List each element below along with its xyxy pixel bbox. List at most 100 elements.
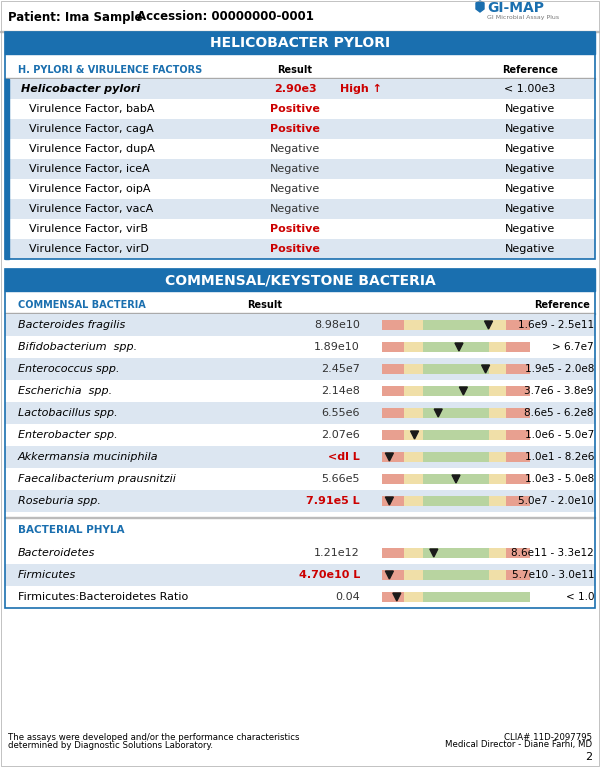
Bar	[424, 387, 488, 396]
Bar	[424, 453, 488, 462]
Text: Enterococcus spp.: Enterococcus spp.	[18, 364, 119, 374]
Bar	[424, 548, 488, 558]
Bar	[404, 496, 424, 505]
Text: Result: Result	[248, 300, 283, 310]
Text: 5.7e10 - 3.0e11: 5.7e10 - 3.0e11	[511, 570, 594, 580]
Bar	[5, 586, 595, 608]
Bar	[5, 32, 595, 54]
Polygon shape	[385, 453, 394, 461]
Bar	[9, 199, 595, 219]
Text: Result: Result	[277, 65, 313, 75]
Bar	[5, 269, 595, 291]
Polygon shape	[485, 321, 493, 329]
Text: 1.21e12: 1.21e12	[314, 548, 360, 558]
Text: > 6.7e7: > 6.7e7	[553, 342, 594, 352]
Bar	[382, 474, 404, 484]
Text: Virulence Factor, cagA: Virulence Factor, cagA	[29, 124, 154, 134]
Bar	[506, 453, 530, 462]
Text: 3.7e6 - 3.8e9: 3.7e6 - 3.8e9	[524, 386, 594, 396]
Bar	[424, 342, 488, 351]
Text: Positive: Positive	[270, 224, 320, 234]
Bar	[506, 342, 530, 351]
Bar	[506, 408, 530, 417]
Bar	[9, 179, 595, 199]
Bar	[5, 313, 595, 314]
Text: Negative: Negative	[505, 244, 555, 254]
Text: HELICOBACTER PYLORI: HELICOBACTER PYLORI	[210, 36, 390, 50]
Text: Bacteroidetes: Bacteroidetes	[18, 548, 95, 558]
Polygon shape	[434, 409, 442, 417]
Bar	[9, 119, 595, 139]
Bar	[5, 358, 595, 380]
Bar	[5, 78, 595, 79]
Bar	[424, 408, 488, 417]
Text: Virulence Factor, babA: Virulence Factor, babA	[29, 104, 155, 114]
Polygon shape	[385, 571, 394, 579]
Text: GI-MAP: GI-MAP	[487, 1, 544, 15]
Bar	[5, 269, 595, 608]
Text: Positive: Positive	[270, 124, 320, 134]
Text: 2: 2	[585, 752, 592, 762]
Bar	[506, 321, 530, 330]
Bar	[382, 548, 404, 558]
Bar	[5, 490, 595, 512]
Bar	[470, 0, 598, 31]
Text: Negative: Negative	[270, 164, 320, 174]
Bar	[488, 496, 506, 505]
Bar	[488, 571, 506, 580]
Polygon shape	[430, 549, 438, 557]
Text: Enterobacter spp.: Enterobacter spp.	[18, 430, 118, 440]
Text: Akkermansia muciniphila: Akkermansia muciniphila	[18, 452, 158, 462]
Bar	[5, 468, 595, 490]
Bar	[506, 387, 530, 396]
Text: 1.0e1 - 8.2e6: 1.0e1 - 8.2e6	[524, 452, 594, 462]
Bar	[9, 139, 595, 159]
Text: Negative: Negative	[505, 184, 555, 194]
Text: Positive: Positive	[270, 104, 320, 114]
Bar	[488, 321, 506, 330]
Text: COMMENSAL BACTERIA: COMMENSAL BACTERIA	[18, 300, 146, 310]
Text: 1.89e10: 1.89e10	[314, 342, 360, 352]
Text: <dl L: <dl L	[328, 452, 360, 462]
Bar	[404, 548, 424, 558]
Text: 8.6e11 - 3.3e12: 8.6e11 - 3.3e12	[511, 548, 594, 558]
Bar	[488, 364, 506, 374]
Bar	[506, 571, 530, 580]
Text: Bifidobacterium  spp.: Bifidobacterium spp.	[18, 342, 137, 352]
Bar	[424, 321, 488, 330]
Bar	[5, 564, 595, 586]
Bar	[9, 99, 595, 119]
Text: 8.98e10: 8.98e10	[314, 320, 360, 330]
Bar	[404, 342, 424, 351]
Text: Reference: Reference	[502, 65, 558, 75]
Bar	[404, 571, 424, 580]
Polygon shape	[393, 593, 401, 601]
Text: H. PYLORI & VIRULENCE FACTORS: H. PYLORI & VIRULENCE FACTORS	[18, 65, 202, 75]
Text: 1.0e6 - 5.0e7: 1.0e6 - 5.0e7	[525, 430, 594, 440]
Bar	[5, 446, 595, 468]
Text: 1.0e3 - 5.0e8: 1.0e3 - 5.0e8	[525, 474, 594, 484]
Bar	[9, 219, 595, 239]
Text: 2.07e6: 2.07e6	[321, 430, 360, 440]
Bar	[0, 0, 600, 30]
Bar	[424, 430, 488, 439]
Text: Firmicutes: Firmicutes	[18, 570, 76, 580]
Bar	[404, 408, 424, 417]
Text: Bacteroides fragilis: Bacteroides fragilis	[18, 320, 125, 330]
Text: Firmicutes:Bacteroidetes Ratio: Firmicutes:Bacteroidetes Ratio	[18, 592, 188, 602]
Polygon shape	[476, 1, 484, 12]
Text: Lactobacillus spp.: Lactobacillus spp.	[18, 408, 118, 418]
Polygon shape	[455, 343, 463, 351]
Text: determined by Diagnostic Solutions Laboratory.: determined by Diagnostic Solutions Labor…	[8, 740, 213, 749]
Text: The assays were developed and/or the performance characteristics: The assays were developed and/or the per…	[8, 733, 299, 742]
Text: Roseburia spp.: Roseburia spp.	[18, 496, 101, 506]
Bar	[424, 592, 530, 601]
Bar	[488, 387, 506, 396]
Bar	[488, 342, 506, 351]
Text: 1.6e9 - 2.5e11: 1.6e9 - 2.5e11	[518, 320, 594, 330]
Bar	[506, 430, 530, 439]
Bar	[382, 342, 404, 351]
Bar	[404, 430, 424, 439]
Text: High ↑: High ↑	[340, 84, 382, 94]
Bar	[382, 453, 404, 462]
